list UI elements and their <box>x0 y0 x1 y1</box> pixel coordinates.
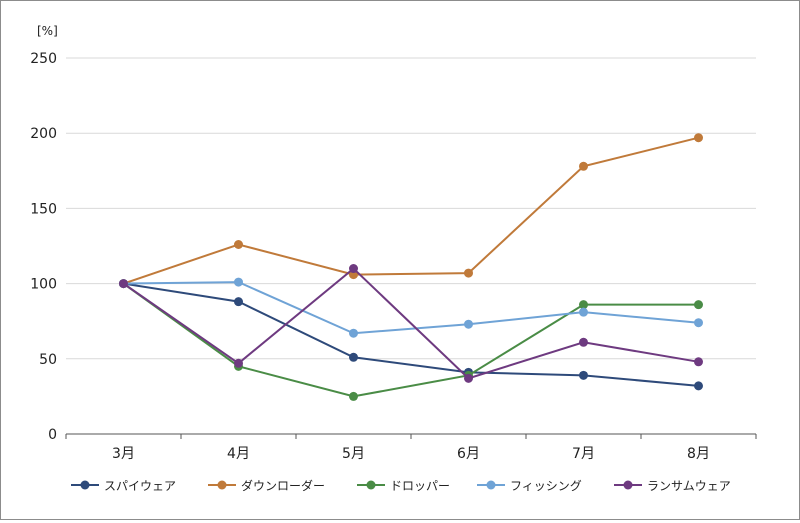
series-1 <box>119 279 703 391</box>
data-point <box>464 319 473 329</box>
y-tick-label: 0 <box>48 427 57 443</box>
series-line <box>123 282 699 387</box>
data-point <box>694 300 703 310</box>
x-tick-label: 8月 <box>687 446 710 462</box>
data-point <box>234 239 243 249</box>
legend-marker <box>623 480 633 490</box>
series-line <box>123 136 699 285</box>
legend: スパイウェア ダウンローダー ドロッパー フィッシング ランサムウェア <box>71 478 731 493</box>
data-point <box>579 370 588 380</box>
legend-marker <box>486 480 496 490</box>
y-unit-label: [%] <box>37 24 58 38</box>
data-point <box>694 133 703 143</box>
x-tick-label: 7月 <box>572 446 595 462</box>
data-point <box>579 161 588 171</box>
legend-label: ダウンローダー <box>241 478 325 493</box>
data-point <box>349 352 358 362</box>
legend-marker <box>80 480 90 490</box>
data-point <box>464 268 473 278</box>
series-group <box>119 133 703 401</box>
legend-label: スパイウェア <box>104 479 176 493</box>
y-tick-label: 250 <box>30 51 57 67</box>
legend-item: ドロッパー <box>357 479 450 493</box>
y-tick-label: 50 <box>39 352 57 368</box>
x-tick-labels: 3月 4月 5月 6月 7月 8月 <box>112 446 710 462</box>
data-point <box>694 318 703 328</box>
data-point <box>234 297 243 307</box>
x-tick-label: 5月 <box>342 446 365 462</box>
data-point <box>694 381 703 391</box>
data-point <box>579 337 588 347</box>
data-point <box>119 279 128 289</box>
series-4 <box>119 277 703 338</box>
data-point <box>349 264 358 274</box>
legend-label: ドロッパー <box>390 479 450 493</box>
x-tick-label: 4月 <box>227 446 250 462</box>
data-point <box>349 391 358 401</box>
x-tick-label: 6月 <box>457 446 480 462</box>
legend-marker <box>366 480 376 490</box>
x-tick-label: 3月 <box>112 446 135 462</box>
series-2 <box>119 133 703 289</box>
series-line <box>122 282 699 398</box>
y-tick-label: 200 <box>30 126 57 142</box>
y-tick-labels: 0 50 100 150 200 250 <box>30 51 57 443</box>
y-tick-label: 150 <box>30 201 57 217</box>
legend-item: スパイウェア <box>71 479 176 493</box>
data-point <box>234 358 243 368</box>
data-point <box>579 300 588 310</box>
series-line <box>122 267 699 380</box>
data-point <box>464 373 473 383</box>
legend-item: ダウンローダー <box>208 478 325 493</box>
legend-label: フィッシング <box>510 479 582 493</box>
y-tick-label: 100 <box>30 277 57 293</box>
legend-item: ランサムウェア <box>614 479 731 493</box>
legend-marker <box>217 480 227 490</box>
data-point <box>694 357 703 367</box>
data-point <box>234 277 243 287</box>
data-point <box>349 328 358 338</box>
data-point <box>579 307 588 317</box>
legend-item: フィッシング <box>477 479 582 493</box>
legend-label: ランサムウェア <box>647 479 731 493</box>
series-line <box>123 281 699 335</box>
series-5 <box>119 264 703 383</box>
